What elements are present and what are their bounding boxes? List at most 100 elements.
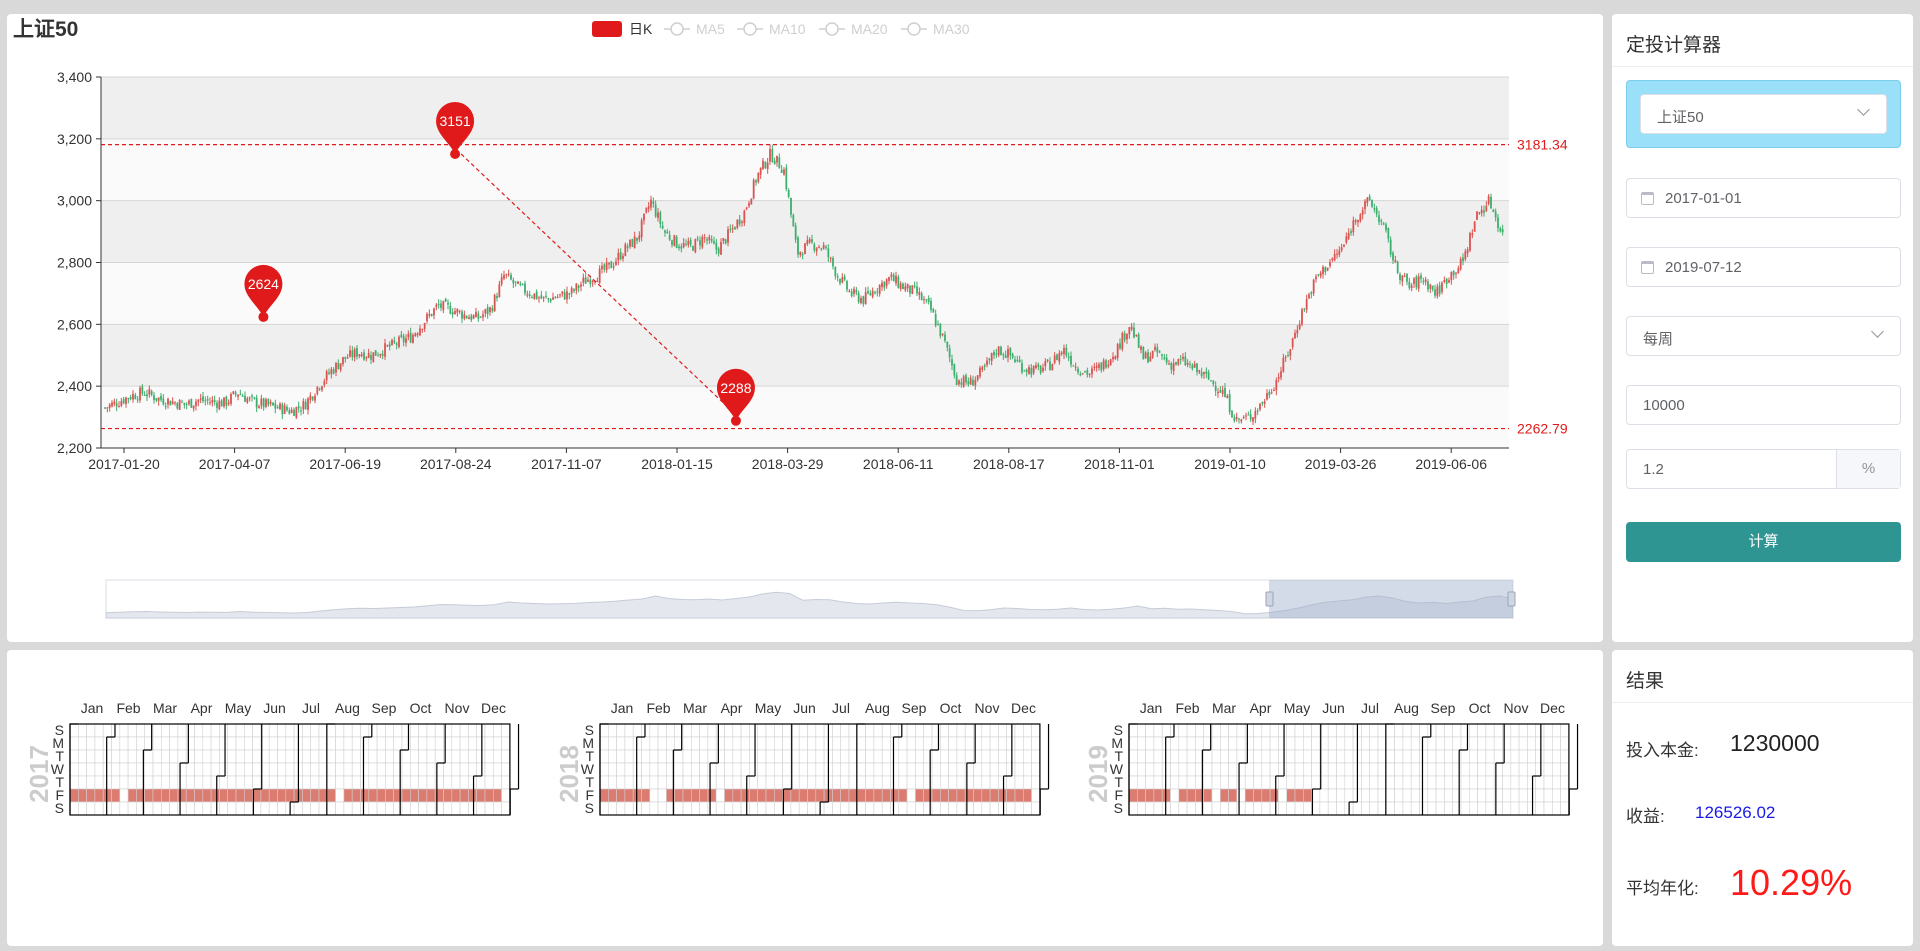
calendar-cell[interactable] <box>1361 749 1371 764</box>
calendar-cell[interactable] <box>699 762 709 777</box>
calendar-cell[interactable] <box>1535 723 1545 738</box>
calendar-cell[interactable] <box>1022 762 1032 777</box>
candle[interactable] <box>204 396 207 406</box>
candle[interactable] <box>321 385 323 393</box>
calendar-cell[interactable] <box>1552 788 1561 803</box>
calendar-cell[interactable] <box>1253 775 1263 790</box>
calendar-cell-filled[interactable] <box>956 788 966 803</box>
calendar-cell[interactable] <box>898 775 908 790</box>
calendar-cell[interactable] <box>1386 749 1395 764</box>
candle[interactable] <box>1266 389 1268 401</box>
calendar-cell-filled[interactable] <box>244 788 253 803</box>
candle[interactable] <box>505 273 508 279</box>
candle[interactable] <box>1443 276 1446 284</box>
candle[interactable] <box>1392 250 1394 264</box>
calendar-cell[interactable] <box>757 736 767 751</box>
candle[interactable] <box>258 404 260 409</box>
calendar-cell[interactable] <box>202 723 212 738</box>
calendar-cell[interactable] <box>1327 801 1337 816</box>
calendar-cell[interactable] <box>418 723 428 738</box>
calendar-cell[interactable] <box>1145 723 1155 738</box>
amount-input[interactable]: 10000 <box>1626 385 1901 425</box>
calendar-cell[interactable] <box>376 749 386 764</box>
candle[interactable] <box>1074 362 1077 372</box>
candle[interactable] <box>1420 272 1422 284</box>
calendar-cell[interactable] <box>102 723 112 738</box>
candle[interactable] <box>111 400 113 408</box>
calendar-cell-filled[interactable] <box>1161 788 1171 803</box>
calendar-cell[interactable] <box>401 749 411 764</box>
candle[interactable] <box>157 397 160 406</box>
candle[interactable] <box>325 369 328 385</box>
candle[interactable] <box>724 238 727 245</box>
candle[interactable] <box>237 394 239 401</box>
mark-point-pin[interactable]: 2288 <box>716 368 755 426</box>
calendar-cell[interactable] <box>476 801 486 816</box>
candle[interactable] <box>1212 379 1215 387</box>
calendar-cell[interactable] <box>78 749 87 764</box>
calendar-cell[interactable] <box>1460 775 1470 790</box>
calendar-cell[interactable] <box>1394 801 1404 816</box>
candle[interactable] <box>129 394 132 401</box>
candle[interactable] <box>1256 408 1259 416</box>
calendar-cell[interactable] <box>492 762 502 777</box>
calendar-cell[interactable] <box>1477 801 1487 816</box>
candle[interactable] <box>673 234 676 247</box>
calendar-cell[interactable] <box>715 775 725 790</box>
candle[interactable] <box>1382 221 1385 226</box>
calendar-cell[interactable] <box>1170 736 1180 751</box>
calendar-cell-filled[interactable] <box>1186 788 1196 803</box>
calendar-cell-filled[interactable] <box>343 788 353 803</box>
calendar-cell[interactable] <box>956 762 966 777</box>
calendar-cell-filled[interactable] <box>459 788 469 803</box>
candle[interactable] <box>146 389 148 401</box>
calendar-cell[interactable] <box>1236 775 1246 790</box>
candle[interactable] <box>1371 199 1373 209</box>
rate-input[interactable]: 1.2 % <box>1626 449 1901 489</box>
calendar-cell[interactable] <box>1369 801 1379 816</box>
calendar-cell[interactable] <box>492 749 502 764</box>
candle[interactable] <box>1039 364 1042 375</box>
calendar-cell[interactable] <box>607 801 617 816</box>
candle[interactable] <box>1375 205 1378 218</box>
candle[interactable] <box>1205 367 1208 378</box>
candle[interactable] <box>134 392 137 400</box>
calendar-cell[interactable] <box>351 723 361 738</box>
candle[interactable] <box>1296 325 1299 338</box>
candle[interactable] <box>1408 277 1411 291</box>
calendar-cell[interactable] <box>1178 775 1188 790</box>
calendar-cell-filled[interactable] <box>468 788 477 803</box>
candle[interactable] <box>1242 415 1245 420</box>
candle[interactable] <box>1112 352 1114 363</box>
calendar-cell[interactable] <box>865 723 875 738</box>
calendar-cell[interactable] <box>939 749 949 764</box>
calendar-cell[interactable] <box>1410 775 1420 790</box>
calendar-cell[interactable] <box>616 762 626 777</box>
calendar-cell[interactable] <box>1419 775 1429 790</box>
calendar-cell[interactable] <box>202 749 212 764</box>
calendar-cell[interactable] <box>1543 736 1553 751</box>
candle[interactable] <box>106 407 109 413</box>
candle[interactable] <box>666 228 669 234</box>
calendar-cell[interactable] <box>152 775 162 790</box>
calendar-cell[interactable] <box>1410 801 1420 816</box>
calendar-cell[interactable] <box>78 723 87 738</box>
candle[interactable] <box>1072 364 1075 367</box>
calendar-cell[interactable] <box>1361 723 1371 738</box>
candle[interactable] <box>855 286 858 296</box>
calendar-cell[interactable] <box>244 775 253 790</box>
calendar-cell[interactable] <box>832 775 842 790</box>
candle[interactable] <box>584 272 587 284</box>
candle[interactable] <box>267 398 270 407</box>
calendar-cell[interactable] <box>1261 775 1271 790</box>
calendar-cell-filled[interactable] <box>856 788 866 803</box>
candle[interactable] <box>339 363 342 373</box>
calendar-cell[interactable] <box>1278 723 1288 738</box>
calendar-cell[interactable] <box>1427 775 1437 790</box>
candle[interactable] <box>477 310 480 322</box>
calendar-cell[interactable] <box>426 801 436 816</box>
candle[interactable] <box>1231 409 1233 418</box>
candle[interactable] <box>426 312 428 324</box>
calendar-cell[interactable] <box>807 801 817 816</box>
calendar-cell[interactable] <box>1527 788 1537 803</box>
